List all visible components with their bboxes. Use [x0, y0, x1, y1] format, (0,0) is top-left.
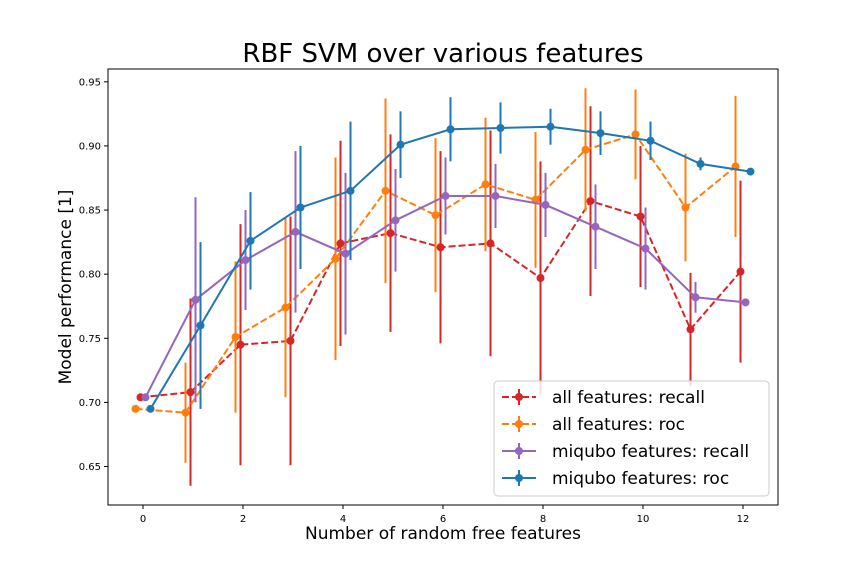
data-point	[681, 203, 690, 212]
x-tick-label: 10	[637, 514, 650, 525]
legend-label: miqubo features: roc	[552, 469, 729, 489]
chart-title: RBF SVM over various features	[242, 39, 643, 69]
data-point	[246, 236, 255, 245]
data-point	[446, 125, 455, 134]
data-point	[746, 167, 755, 176]
data-point	[196, 321, 205, 330]
legend-entry: all features: roc	[502, 415, 685, 435]
series-2	[131, 88, 740, 463]
data-point	[241, 256, 250, 265]
x-axis-label: Number of random free features	[305, 524, 581, 544]
data-point	[386, 229, 395, 238]
y-axis-label: Model performance [1]	[56, 190, 76, 385]
data-point	[181, 408, 190, 417]
data-point	[481, 180, 490, 189]
legend-marker	[515, 420, 523, 428]
legend-label: all features: recall	[552, 388, 705, 408]
data-point	[336, 239, 345, 248]
data-point	[236, 340, 245, 349]
data-point	[131, 404, 140, 413]
data-point	[541, 200, 550, 209]
series-4	[146, 97, 755, 413]
data-point	[641, 244, 650, 253]
data-point	[686, 325, 695, 334]
data-point	[281, 303, 290, 312]
data-point	[696, 159, 705, 168]
data-point	[596, 129, 605, 138]
data-point	[396, 140, 405, 149]
data-point	[391, 216, 400, 225]
axis-ticks: 0 2 4 6 8 10 12 0.65 0.70 0.75 0.80 0.85 0.90 0.95	[79, 77, 750, 525]
y-tick-label: 0.70	[79, 398, 101, 409]
data-point	[331, 254, 340, 263]
data-point	[581, 145, 590, 154]
series-1	[136, 106, 745, 486]
data-point	[191, 295, 200, 304]
data-point	[741, 298, 750, 307]
y-tick-label: 0.95	[79, 77, 101, 88]
legend-marker	[515, 393, 523, 401]
data-point	[636, 212, 645, 221]
legend-label: all features: roc	[552, 415, 685, 435]
data-point	[486, 239, 495, 248]
data-point	[646, 136, 655, 145]
legend-marker	[515, 447, 523, 455]
y-tick-label: 0.90	[79, 141, 101, 152]
legend-marker	[515, 474, 523, 482]
data-point	[146, 404, 155, 413]
data-point	[691, 293, 700, 302]
x-tick-label: 0	[140, 514, 146, 525]
data-point	[586, 197, 595, 206]
x-tick-label: 4	[340, 514, 346, 525]
data-point	[231, 333, 240, 342]
legend-box	[493, 380, 770, 497]
legend-entry: miqubo features: roc	[502, 469, 729, 489]
y-tick-label: 0.85	[79, 206, 101, 217]
data-point	[546, 122, 555, 131]
data-point	[436, 243, 445, 252]
legend: all features: recall all features: roc miq…	[493, 380, 770, 497]
x-tick-label: 2	[240, 514, 246, 525]
data-point	[296, 203, 305, 212]
data-point	[631, 130, 640, 139]
data-point	[381, 186, 390, 195]
data-point	[536, 274, 545, 283]
data-point	[291, 227, 300, 236]
y-tick-label: 0.80	[79, 270, 101, 281]
y-tick-label: 0.65	[79, 462, 101, 473]
data-point	[141, 393, 150, 402]
data-point	[591, 222, 600, 231]
data-point	[491, 191, 500, 200]
data-point	[341, 249, 350, 258]
data-point	[736, 267, 745, 276]
data-point	[286, 336, 295, 345]
x-tick-label: 6	[440, 514, 446, 525]
data-point	[441, 191, 450, 200]
x-tick-label: 8	[540, 514, 546, 525]
x-tick-label: 12	[737, 514, 750, 525]
data-point	[346, 186, 355, 195]
data-point	[496, 123, 505, 132]
series-3	[141, 151, 750, 403]
data-point	[431, 211, 440, 220]
legend-label: miqubo features: recall	[552, 442, 749, 462]
legend-entry: miqubo features: recall	[502, 442, 749, 462]
data-point	[186, 388, 195, 397]
legend-entry: all features: recall	[502, 388, 705, 408]
plot-area	[131, 88, 755, 486]
y-tick-label: 0.75	[79, 334, 101, 345]
